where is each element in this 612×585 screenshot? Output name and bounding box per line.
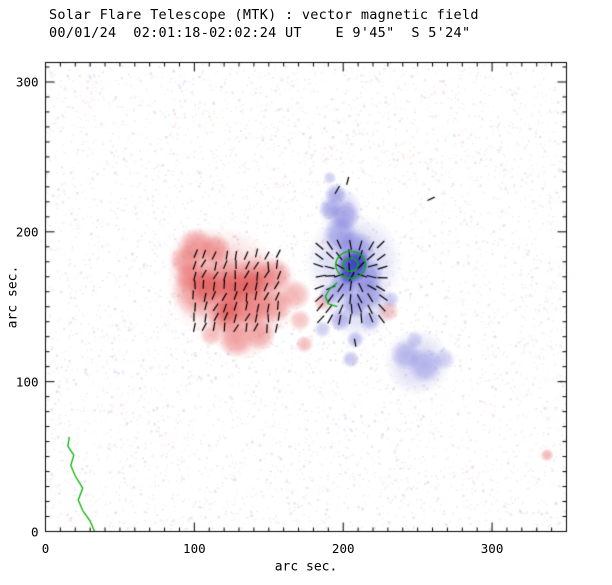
y-axis-label: arc sec. (5, 265, 21, 329)
y-tick-label: 200 (15, 224, 39, 240)
plot-subtitle: 00/01/24 02:01:18-02:02:24 UT E 9'45" S … (49, 25, 471, 41)
plot-title: Solar Flare Telescope (MTK) : vector mag… (49, 7, 479, 23)
y-tick-label: 0 (30, 524, 39, 539)
x-tick-label: 300 (480, 540, 504, 556)
x-axis-label: arc sec. (274, 559, 338, 575)
x-tick-label: 0 (41, 540, 50, 556)
y-tick-label: 300 (15, 74, 39, 90)
y-tick-label: 100 (15, 374, 39, 390)
x-tick-label: 200 (331, 540, 355, 556)
x-tick-label: 100 (183, 540, 206, 556)
